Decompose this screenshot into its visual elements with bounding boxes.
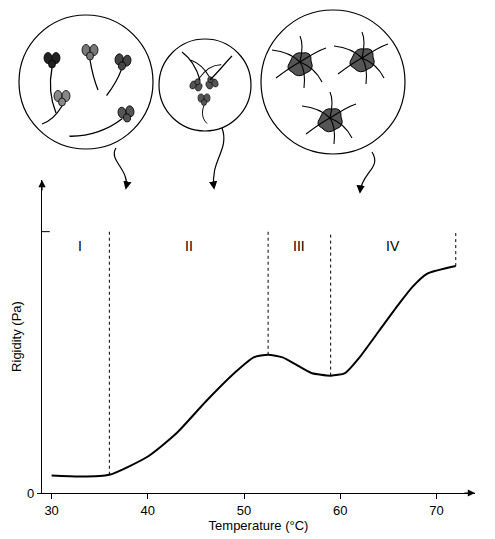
svg-text:Temperature (°C): Temperature (°C) [209, 518, 309, 533]
svg-text:I: I [78, 238, 82, 254]
svg-text:70: 70 [429, 503, 443, 518]
svg-text:30: 30 [44, 503, 58, 518]
svg-text:II: II [185, 238, 193, 254]
svg-text:IV: IV [386, 238, 400, 254]
svg-text:Rigidity (Pa): Rigidity (Pa) [9, 301, 24, 372]
svg-text:III: III [293, 238, 305, 254]
svg-text:0: 0 [27, 486, 34, 501]
svg-text:50: 50 [237, 503, 251, 518]
svg-text:40: 40 [141, 503, 155, 518]
svg-text:60: 60 [333, 503, 347, 518]
